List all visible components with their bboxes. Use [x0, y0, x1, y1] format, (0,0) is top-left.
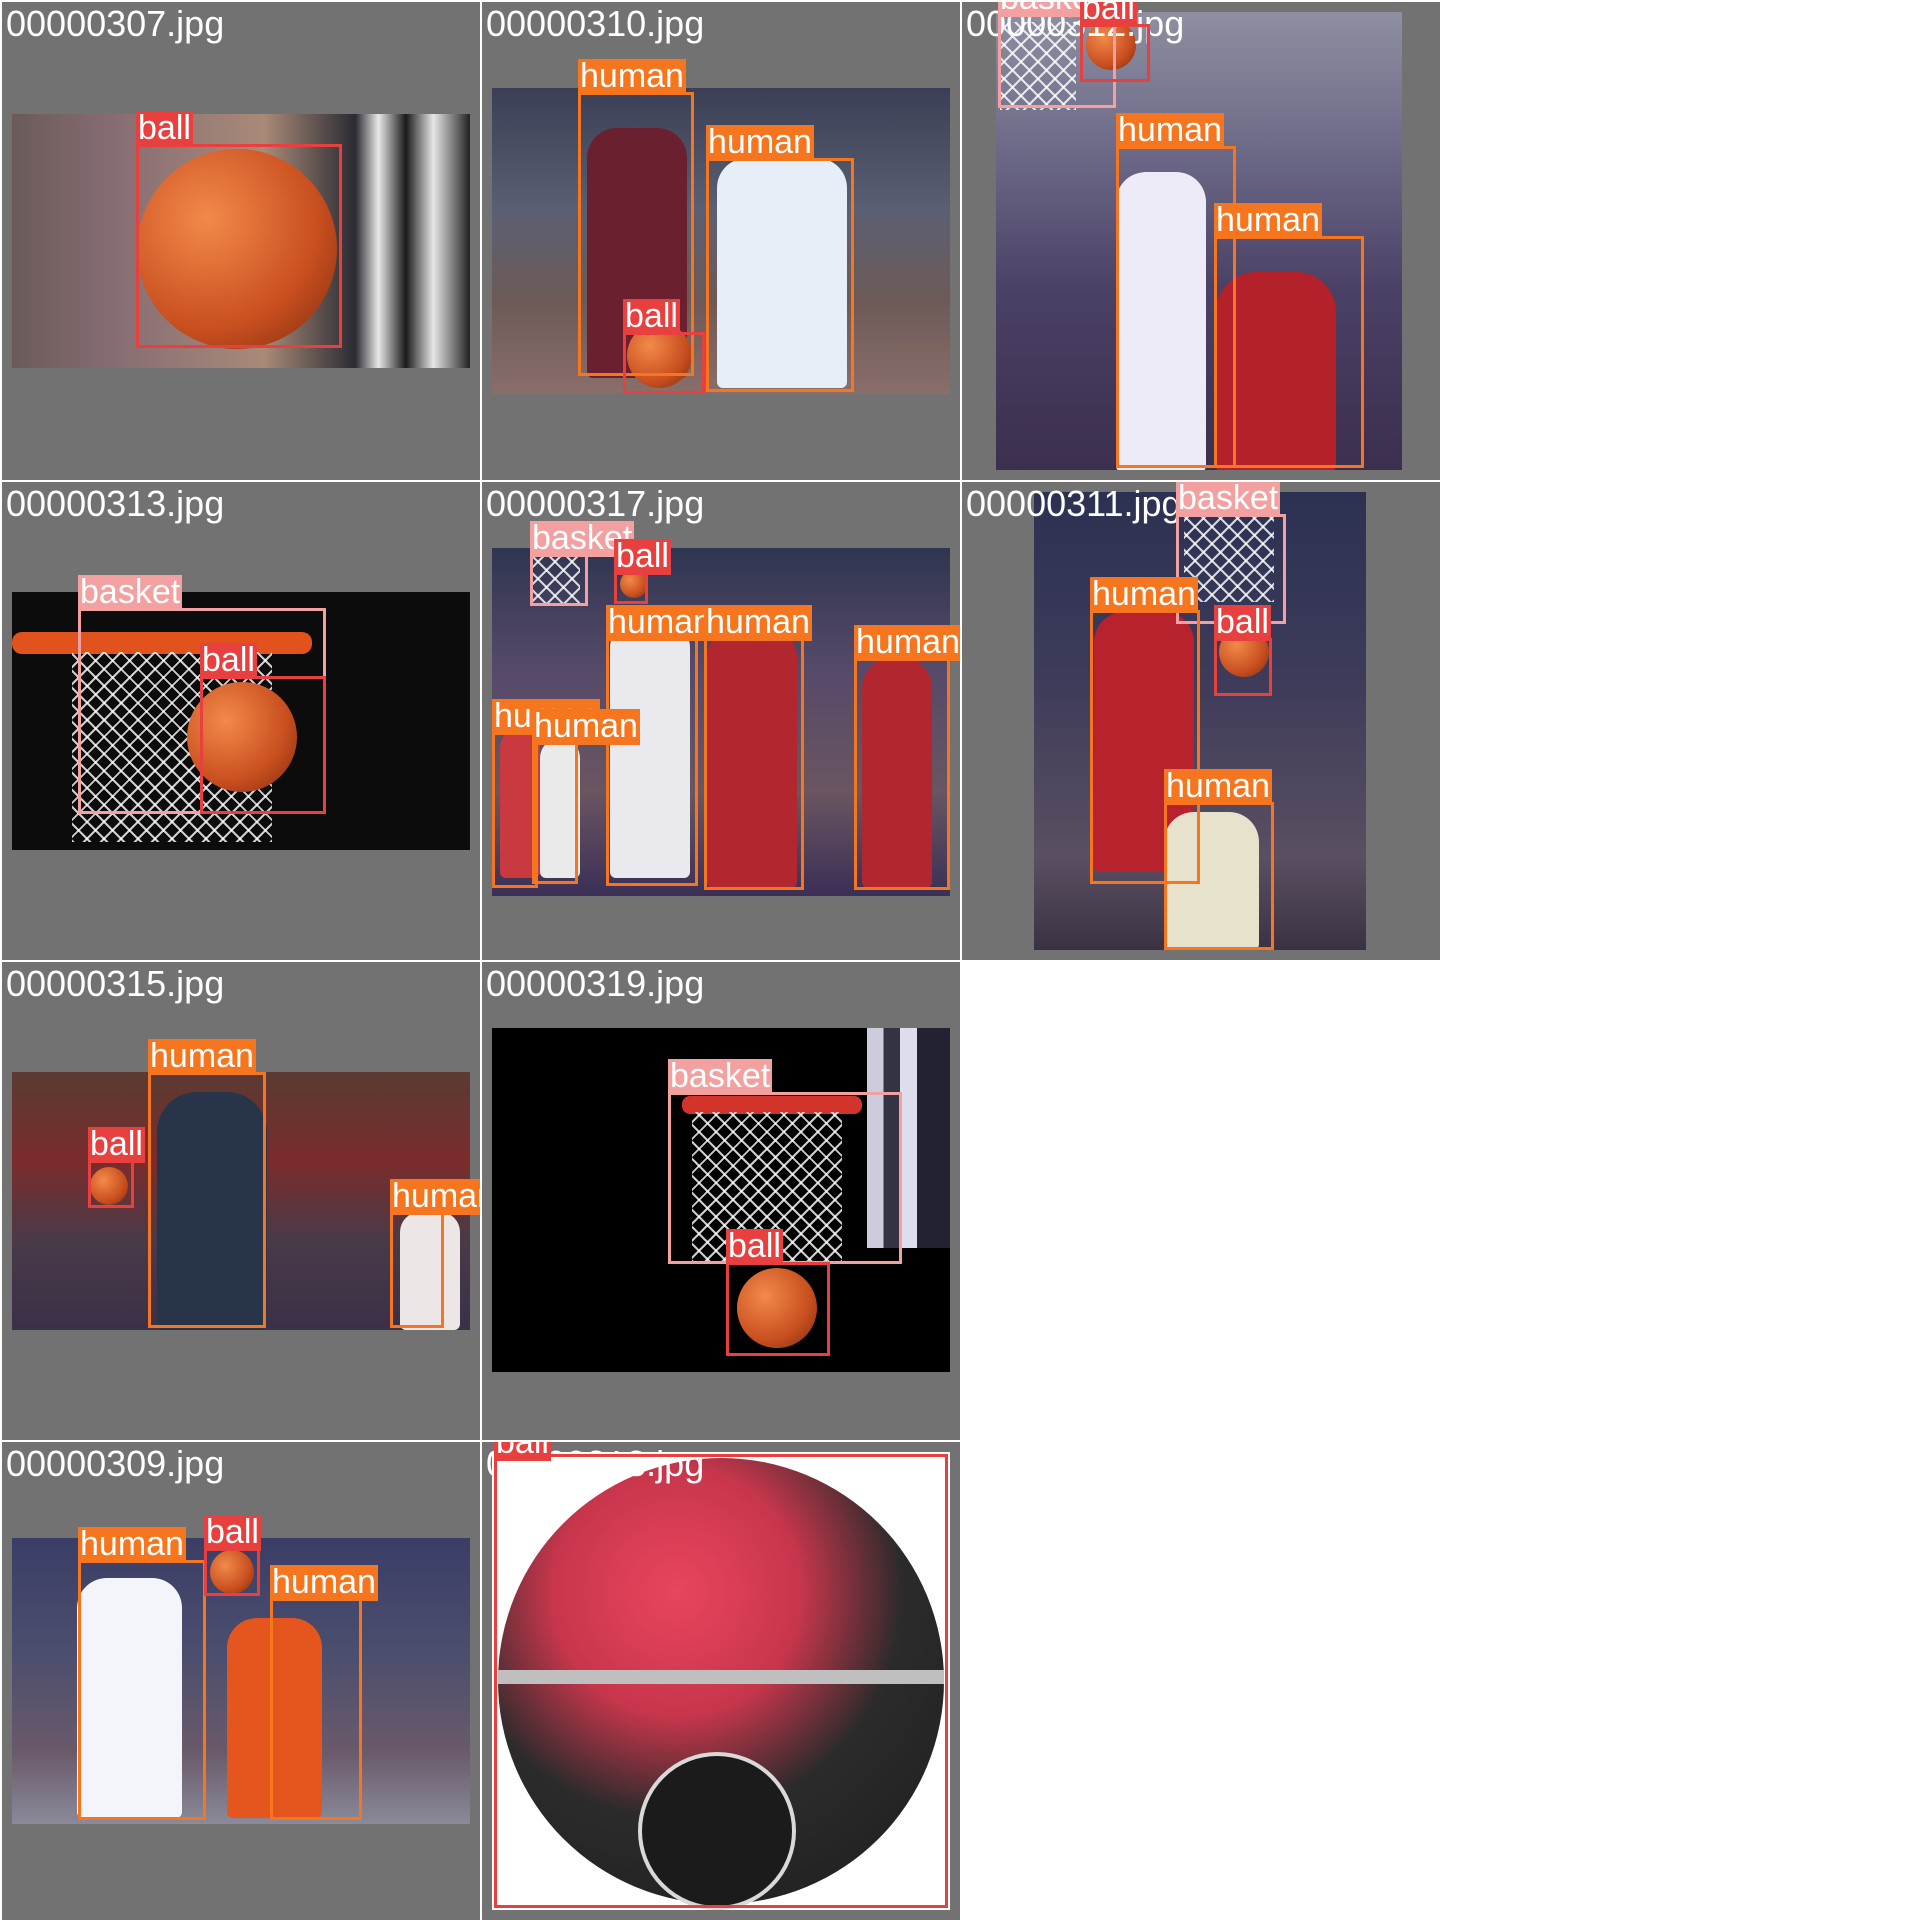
detection-box-human: human [78, 1527, 206, 1820]
photo [996, 12, 1402, 470]
tile[interactable]: 00000312.jpg basket ball human human [962, 2, 1440, 480]
box-label: ball [494, 1442, 551, 1461]
box-label: ball [88, 1125, 145, 1164]
photo [492, 88, 950, 394]
photo [12, 592, 470, 850]
detection-box-ball: ball [1214, 605, 1272, 696]
detection-box-ball: ball [88, 1127, 145, 1208]
box-label: human [606, 603, 714, 642]
detection-box-human: human [1164, 769, 1274, 950]
tile[interactable]: 00000313.jpg basket ball [2, 482, 480, 960]
detection-box-ball: ball [726, 1229, 830, 1356]
photo [12, 114, 470, 368]
tile-filename: 00000319.jpg [486, 963, 705, 1004]
detection-box-ball: ball [1080, 2, 1150, 82]
detection-box-human: human [606, 605, 714, 886]
box-label: human [78, 1525, 186, 1564]
detection-box-basket: basket [530, 521, 635, 606]
box-label: ball [200, 641, 257, 680]
box-label: human [1090, 575, 1198, 614]
box-label: basket [1176, 482, 1281, 518]
detection-box-human: human [270, 1565, 378, 1820]
box-label: human [1164, 767, 1272, 806]
detection-box-human: human [706, 125, 854, 392]
box-label: human [706, 123, 814, 162]
detection-box-basket: basket [668, 1059, 902, 1264]
mosaic-grid: 00000307.jpg ball 00000310.jpg human hum… [2, 2, 1440, 1920]
tile-filename: 00000307.jpg [6, 3, 225, 44]
box-label: human [532, 707, 640, 746]
box-label: ball [204, 1513, 261, 1552]
detection-box-ball: ball [204, 1515, 261, 1596]
detection-box-basket: basket [998, 2, 1116, 108]
detection-box-human: human [578, 59, 694, 376]
box-label: ball [614, 537, 671, 576]
detection-box-ball: ball [614, 539, 671, 604]
box-label: human [148, 1037, 256, 1076]
detection-box-ball: ball [136, 111, 342, 348]
photo [492, 1452, 950, 1910]
box-label: human [854, 623, 960, 662]
box-label: ball [1080, 2, 1137, 27]
tile-filename: 00000309.jpg [6, 1443, 225, 1484]
tile-filename: 00000315.jpg [6, 963, 225, 1004]
tile[interactable]: 00000307.jpg ball [2, 2, 480, 480]
tile[interactable]: 00000311.jpg basket human ball human [962, 482, 1440, 960]
detection-box-human: human [532, 709, 640, 884]
tile[interactable]: 00000318.jpg ball [482, 1442, 960, 1920]
tile-filename: 00000311.jpg [966, 483, 1182, 524]
tile[interactable]: 00000315.jpg human ball human [2, 962, 480, 1440]
box-label: human [1116, 111, 1224, 150]
tile-filename: 00000317.jpg [486, 483, 705, 524]
detection-box-human: human [148, 1039, 266, 1328]
detection-box-human: human [1116, 113, 1236, 468]
detection-box-human: human [854, 625, 960, 890]
box-label: human [704, 603, 812, 642]
box-label: human [578, 57, 686, 96]
detection-box-ball: ball [623, 299, 705, 394]
box-label: human [1214, 201, 1322, 240]
photo [1034, 492, 1366, 950]
tile-filename: 00000313.jpg [6, 483, 225, 524]
detection-box-human: human [390, 1179, 480, 1328]
tile[interactable]: 00000319.jpg basket ball [482, 962, 960, 1440]
detection-box-ball: ball [494, 1442, 948, 1908]
box-label: basket [668, 1057, 773, 1096]
box-label: human [390, 1179, 480, 1215]
detection-box-human: human [1214, 203, 1364, 468]
box-label: ball [623, 297, 680, 336]
box-label: ball [726, 1227, 783, 1266]
detection-box-human: human [1090, 577, 1200, 884]
box-label: basket [998, 2, 1103, 17]
box-label: ball [136, 109, 193, 148]
tile-filename: 00000310.jpg [486, 3, 705, 44]
photo [12, 1538, 470, 1824]
tile[interactable]: 00000309.jpg human ball human [2, 1442, 480, 1920]
tile[interactable]: 00000317.jpg basket ball human human hum… [482, 482, 960, 960]
box-label: ball [1214, 603, 1271, 642]
detection-box-ball: ball [200, 643, 326, 814]
box-label: basket [78, 573, 183, 612]
tile[interactable]: 00000310.jpg human human ball [482, 2, 960, 480]
detection-box-human: human [704, 605, 812, 890]
box-label: human [270, 1563, 378, 1602]
